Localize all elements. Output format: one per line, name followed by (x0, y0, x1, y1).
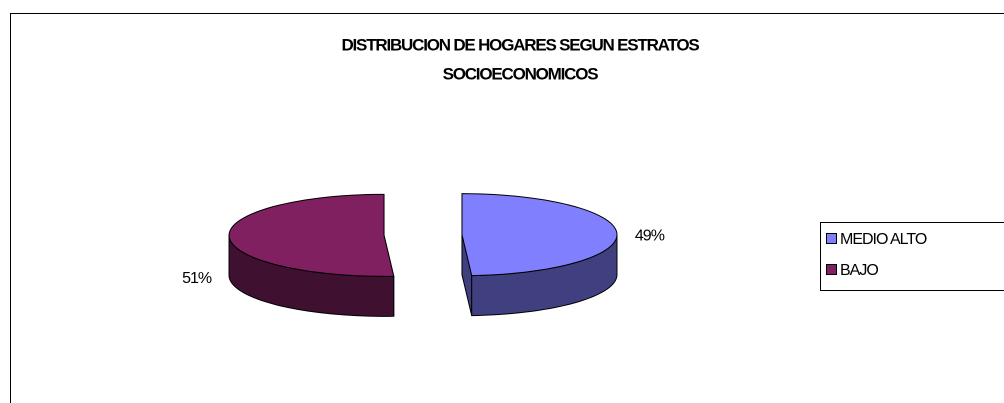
chart-title: DISTRIBUCION DE HOGARES SEGUN ESTRATOS (341, 35, 699, 54)
legend-label: BAJO (840, 262, 878, 279)
legend-box (820, 222, 1004, 291)
legend-swatch (826, 233, 837, 244)
chart-title: SOCIOECONOMICOS (443, 64, 599, 83)
data-label: 49% (635, 228, 665, 245)
data-label: 51% (182, 270, 212, 287)
legend-label: MEDIO ALTO (840, 231, 927, 248)
pie-slice (228, 193, 395, 277)
pie-slice (461, 193, 618, 277)
legend-swatch (826, 264, 837, 275)
chart-border (10, 13, 1004, 403)
